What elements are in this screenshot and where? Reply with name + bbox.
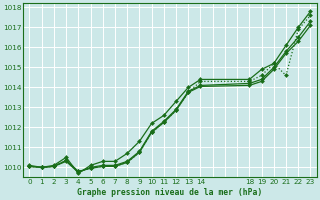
- X-axis label: Graphe pression niveau de la mer (hPa): Graphe pression niveau de la mer (hPa): [77, 188, 263, 197]
